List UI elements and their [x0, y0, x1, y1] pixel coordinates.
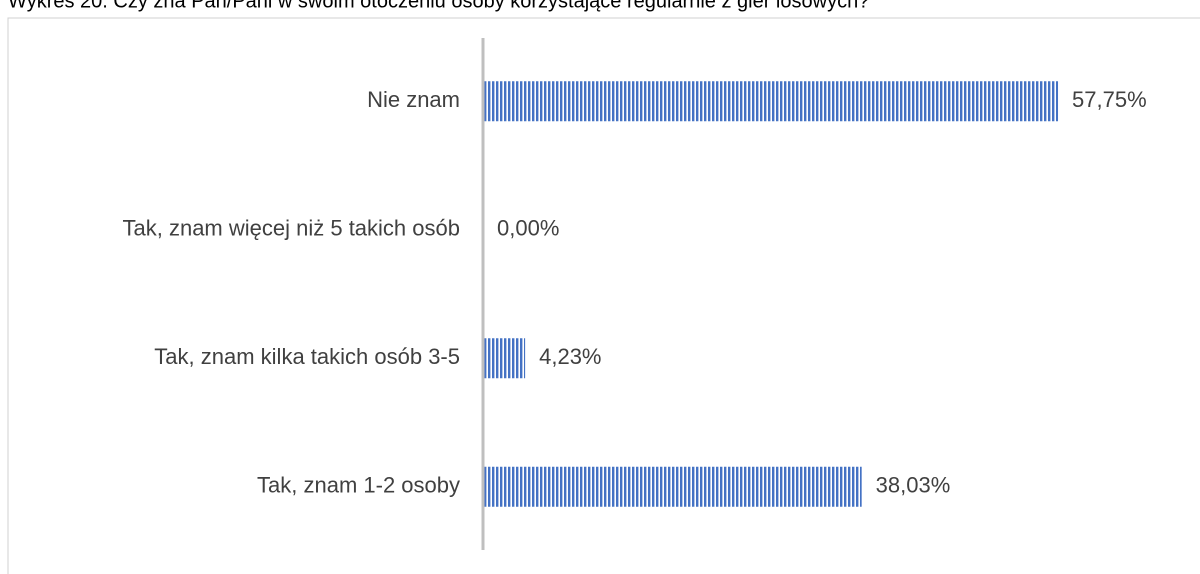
category-label: Tak, znam 1-2 osoby	[257, 473, 460, 498]
bar	[483, 466, 862, 507]
category-label: Tak, znam więcej niż 5 takich osób	[123, 216, 461, 241]
bar	[483, 338, 526, 379]
bar	[483, 81, 1059, 122]
category-label: Nie znam	[367, 87, 460, 112]
chart-frame	[7, 17, 1200, 574]
category-label: Tak, znam kilka takich osób 3-5	[154, 344, 460, 369]
value-label: 57,75%	[1072, 87, 1147, 112]
value-label: 4,23%	[539, 344, 601, 369]
value-label: 0,00%	[497, 216, 559, 241]
chart-title: Wykres 20. Czy zna Pan/Pani w swoim otoc…	[8, 0, 869, 12]
value-label: 38,03%	[876, 473, 951, 498]
